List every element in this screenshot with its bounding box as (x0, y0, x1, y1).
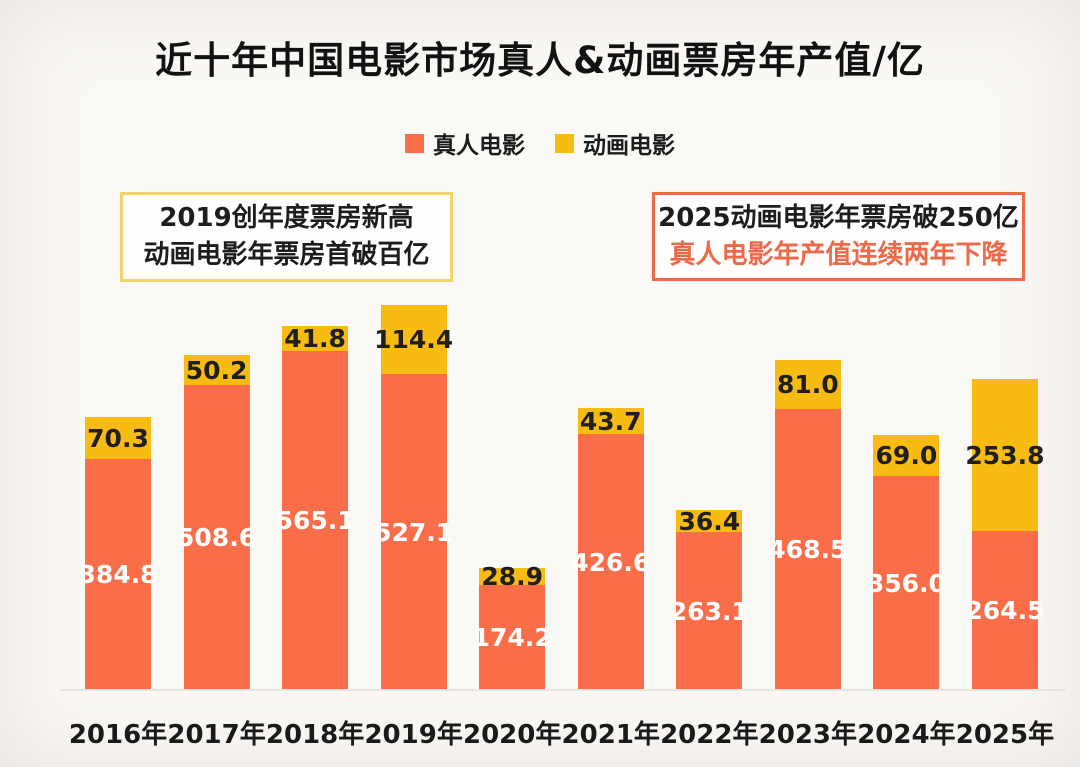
chart-title: 近十年中国电影市场真人&动画票房年产值/亿 (155, 39, 925, 82)
bar-column-2023: 81.0 468.5 (768, 360, 847, 690)
bar-column-2025: 253.8 264.5 (965, 379, 1044, 690)
live-action-value-label-2018: 565.1 (275, 506, 355, 535)
bar-segment-live-action-2020: 174.2 (473, 585, 552, 690)
annotation-2019-line2: 动画电影年票房首破百亿 (143, 240, 430, 270)
bar-chart-plot-area: 70.3 384.8 50.2 508.6 41.8 565.1 114.4 527.1 28.… (78, 300, 1044, 690)
bar-segment-live-action-2024: 356.0 (867, 476, 946, 690)
x-axis-label-2016: 2016年 (68, 720, 168, 750)
bar-segment-live-action-2025: 264.5 (965, 531, 1044, 690)
animation-value-label-2022: 36.4 (678, 506, 741, 536)
animation-value-label-2020: 28.9 (481, 562, 544, 591)
animation-swatch-icon (555, 133, 574, 153)
live-action-value-label-2021: 426.6 (571, 547, 651, 577)
bar-segment-live-action-2016: 384.8 (78, 459, 158, 690)
bar-segment-live-action-2023: 468.5 (768, 409, 847, 690)
x-axis-label-2017: 2017年 (167, 720, 266, 750)
animation-value-label-2017: 50.2 (185, 355, 248, 385)
annotation-box-2025: 2025动画电影年票房破250亿 真人电影年产值连续两年下降 (652, 192, 1025, 281)
animation-value-label-2018: 41.8 (284, 324, 346, 353)
x-axis-label-2020: 2020年 (463, 720, 562, 750)
bar-segment-live-action-2018: 565.1 (276, 351, 355, 690)
live-action-value-label-2023: 468.5 (768, 535, 848, 564)
legend-label-live-action: 真人电影 (433, 133, 525, 159)
annotation-2025-line1: 2025动画电影年票房破250亿 (658, 202, 1019, 233)
x-axis-label-2024: 2024年 (857, 720, 956, 750)
legend: 真人电影 动画电影 (0, 126, 1080, 160)
bar-column-2022: 36.4 263.1 (670, 507, 749, 690)
bar-segment-animation-2018: 41.8 (282, 324, 349, 353)
bar-segment-animation-2017: 50.2 (183, 355, 250, 385)
bar-column-2017: 50.2 508.6 (177, 355, 256, 690)
legend-label-animation: 动画电影 (583, 133, 675, 159)
x-axis-label-2023: 2023年 (758, 720, 858, 750)
bar-segment-animation-2024: 69.0 (873, 435, 940, 476)
live-action-value-label-2022: 263.1 (669, 596, 749, 626)
live-action-value-label-2020: 174.2 (472, 623, 552, 652)
bar-column-2020: 28.9 174.2 (473, 562, 552, 690)
x-axis-label-2019: 2019年 (364, 720, 463, 750)
bar-segment-live-action-2022: 263.1 (670, 532, 749, 690)
animation-value-label-2025: 253.8 (965, 440, 1045, 470)
animation-value-label-2016: 70.3 (87, 423, 149, 453)
bar-segment-live-action-2021: 426.6 (571, 434, 650, 690)
x-axis-label-2025: 2025年 (955, 720, 1055, 750)
bar-segment-live-action-2017: 508.6 (177, 385, 256, 690)
bar-segment-animation-2020: 28.9 (479, 562, 546, 591)
live-action-swatch-icon (405, 133, 424, 153)
bar-segment-animation-2022: 36.4 (676, 507, 743, 536)
animation-value-label-2024: 69.0 (875, 441, 938, 470)
live-action-value-label-2025: 264.5 (965, 596, 1045, 625)
bar-column-2024: 69.0 356.0 (867, 435, 946, 690)
bar-segment-animation-2023: 81.0 (774, 360, 841, 409)
annotation-2019-line1: 2019创年度票房新高 (159, 203, 414, 233)
animation-value-label-2019: 114.4 (374, 325, 454, 354)
legend-item-live-action: 真人电影 (405, 126, 525, 160)
annotation-box-2019: 2019创年度票房新高 动画电影年票房首破百亿 (120, 192, 453, 282)
live-action-value-label-2016: 384.8 (78, 560, 158, 589)
bar-segment-animation-2025: 253.8 (965, 379, 1044, 531)
animation-value-label-2021: 43.7 (579, 406, 642, 436)
bar-column-2018: 41.8 565.1 (276, 324, 355, 690)
annotation-2025-line2: 真人电影年产值连续两年下降 (669, 239, 1008, 270)
bar-column-2021: 43.7 426.6 (571, 406, 650, 690)
bar-column-2019: 114.4 527.1 (374, 305, 453, 690)
x-axis-label-2021: 2021年 (561, 720, 660, 750)
bar-segment-live-action-2019: 527.1 (374, 374, 453, 690)
live-action-value-label-2017: 508.6 (177, 523, 257, 552)
live-action-value-label-2019: 527.1 (374, 517, 454, 547)
legend-item-animation: 动画电影 (555, 126, 675, 160)
x-axis-baseline (60, 689, 1066, 691)
x-axis-label-2018: 2018年 (265, 720, 365, 750)
x-axis-labels: 2016年 2017年 2018年 2019年 2020年 2021年 2022年 2023年… (68, 714, 1055, 751)
bar-segment-animation-2019: 114.4 (374, 305, 453, 374)
live-action-value-label-2024: 356.0 (866, 568, 946, 598)
bar-segment-animation-2021: 43.7 (577, 406, 644, 436)
x-axis-label-2022: 2022年 (660, 720, 759, 750)
bar-column-2016: 70.3 384.8 (78, 417, 158, 690)
bar-segment-animation-2016: 70.3 (85, 417, 151, 459)
animation-value-label-2023: 81.0 (776, 370, 839, 399)
